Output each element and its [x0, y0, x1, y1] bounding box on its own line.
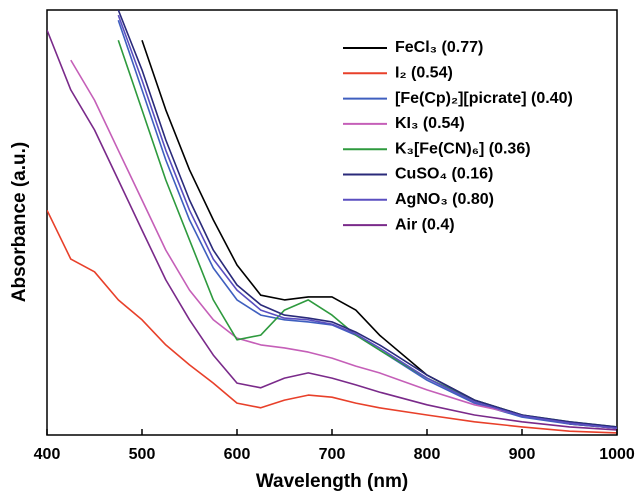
- series-line: [117, 14, 617, 429]
- legend-label: AgNO₃ (0.80): [395, 191, 494, 208]
- legend-label: K₃[Fe(CN)₆] (0.36): [395, 140, 531, 157]
- legend-label: CuSO₄ (0.16): [395, 166, 493, 183]
- x-tick-label: 500: [129, 446, 156, 463]
- legend-label: I₂ (0.54): [395, 65, 453, 82]
- legend-label: Air (0.4): [395, 216, 455, 233]
- y-axis-label: Absorbance (a.u.): [9, 142, 30, 302]
- series-line: [117, 10, 617, 428]
- lines: [47, 10, 617, 434]
- series-line: [47, 209, 617, 434]
- x-axis-label: Wavelength (nm): [256, 471, 408, 492]
- plot-frame: [46, 9, 618, 436]
- x-tick-label: 800: [414, 446, 441, 463]
- series-line: [70, 59, 617, 429]
- x-tick-label: 400: [34, 446, 61, 463]
- legend-label: KI₃ (0.54): [395, 115, 465, 132]
- legend-label: FeCl₃ (0.77): [395, 39, 483, 56]
- x-tick-label: 600: [224, 446, 251, 463]
- x-tick-label: 1000: [599, 446, 635, 463]
- series-line: [47, 29, 617, 431]
- x-tick-label: 700: [319, 446, 346, 463]
- x-tick-label: 900: [509, 446, 536, 463]
- legend-label: [Fe(Cp)₂][picrate] (0.40): [395, 90, 573, 107]
